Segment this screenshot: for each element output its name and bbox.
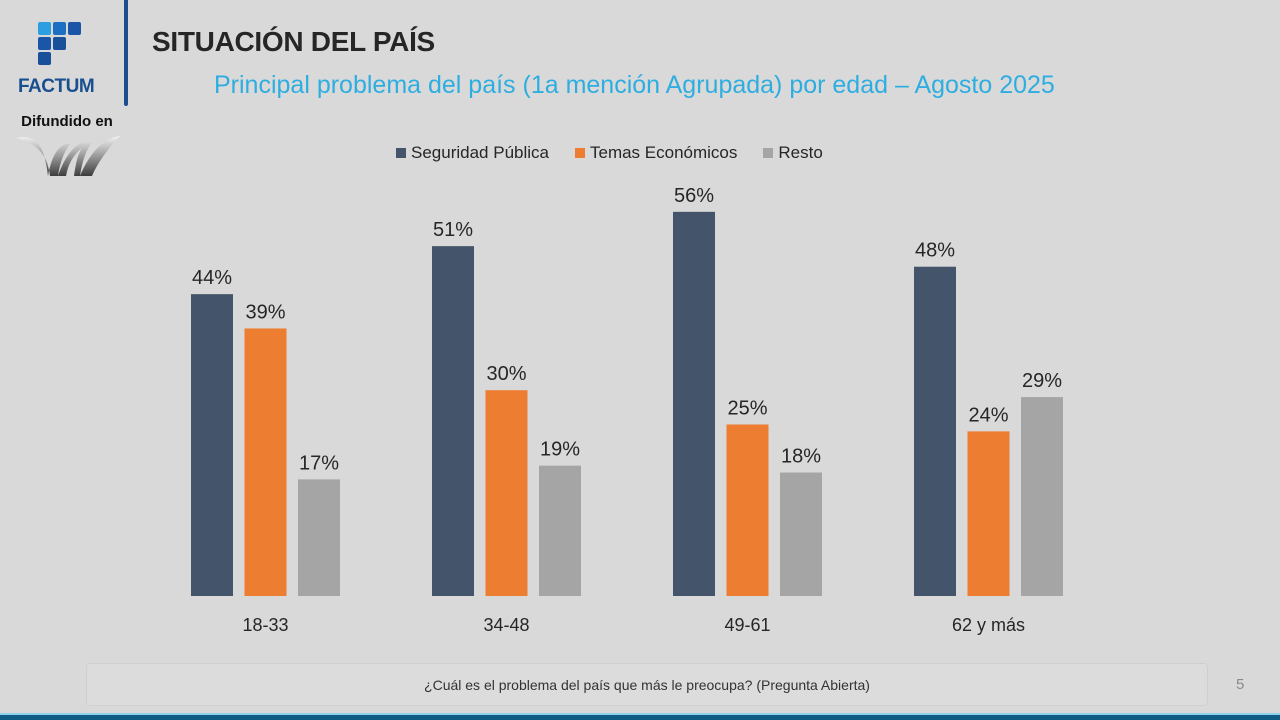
legend-swatch-economicos [574, 148, 585, 158]
x-tick-label: 34-48 [483, 615, 529, 635]
legend-swatch-seguridad [396, 148, 406, 158]
data-label: 18% [781, 446, 821, 468]
data-label: 39% [245, 301, 285, 323]
legend-swatch-resto [763, 148, 774, 158]
legend-label-resto: Resto [778, 143, 823, 162]
data-label: 51% [433, 219, 473, 241]
legend-label-seguridad: Seguridad Pública [411, 143, 549, 162]
bar-resto-2 [780, 472, 822, 596]
question-footer: ¿Cuál es el problema del país que más le… [86, 663, 1208, 706]
bar-seguridad-0 [191, 294, 233, 596]
legend-label-economicos: Temas Económicos [589, 143, 738, 162]
survey-question: ¿Cuál es el problema del país que más le… [424, 676, 870, 693]
factum-logo: FACTUM [14, 18, 114, 98]
data-label: 24% [968, 404, 1008, 426]
bar-seguridad-1 [432, 246, 474, 596]
bar-resto-0 [298, 479, 340, 596]
chart-legend: Seguridad Pública Temas Económicos Resto [396, 143, 823, 163]
data-label: 29% [1022, 370, 1062, 392]
x-tick-label: 49-61 [724, 615, 770, 635]
bar-seguridad-3 [914, 266, 956, 596]
bar-economicos-3 [967, 431, 1010, 596]
legend-item-economicos: Temas Económicos [574, 143, 738, 163]
bar-resto-3 [1021, 397, 1063, 596]
bar-seguridad-2 [673, 211, 715, 596]
brand-name: FACTUM [18, 76, 95, 97]
legend-item-seguridad: Seguridad Pública [396, 143, 549, 163]
bar-economicos-0 [244, 328, 287, 596]
media-w-logo-icon [16, 136, 120, 176]
page-number: 5 [1236, 676, 1245, 693]
bottom-accent-bar [0, 713, 1280, 720]
page-title: SITUACIÓN DEL PAÍS [152, 26, 435, 57]
data-label: 44% [192, 267, 232, 289]
data-label: 56% [674, 185, 714, 207]
bar-economicos-1 [485, 390, 528, 596]
header-divider [124, 0, 128, 106]
disseminated-label: Difundido en [21, 113, 113, 130]
x-tick-label: 18-33 [242, 615, 288, 635]
data-label: 17% [299, 452, 339, 474]
factum-logo-icon [38, 22, 81, 65]
chart-subtitle: Principal problema del país (1a mención … [214, 71, 1055, 99]
data-label: 48% [915, 240, 955, 262]
data-label: 30% [486, 363, 526, 385]
x-tick-label: 62 y más [952, 615, 1025, 635]
data-label: 19% [540, 439, 580, 461]
legend-item-resto: Resto [763, 143, 823, 163]
bar-economicos-2 [726, 424, 769, 596]
bar-resto-1 [539, 465, 581, 596]
data-label: 25% [727, 398, 767, 420]
